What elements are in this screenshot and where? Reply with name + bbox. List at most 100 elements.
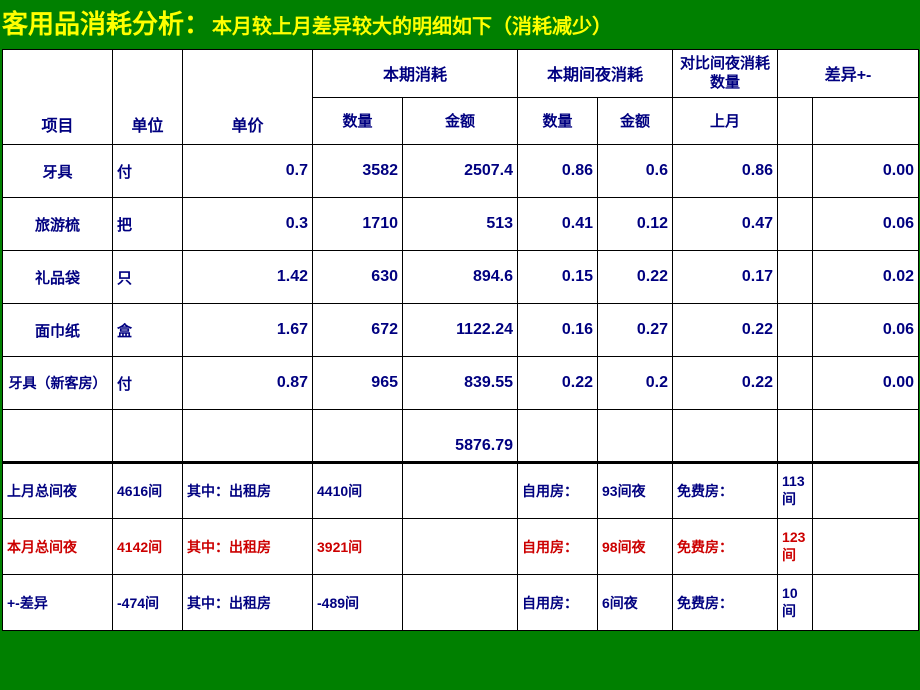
hdr-night-consume: 本期间夜消耗 bbox=[518, 50, 673, 98]
cell-namt: 0.22 bbox=[598, 251, 673, 304]
summary-row: 上月总间夜4616间其中：出租房4410间自用房：93间夜免费房：113间 bbox=[3, 463, 919, 519]
cell-item: 牙具（新客房） bbox=[3, 357, 113, 410]
sum-l3: 自用房： bbox=[518, 575, 598, 631]
sum-l2: 其中：出租房 bbox=[183, 463, 313, 519]
cell-unit: 付 bbox=[113, 357, 183, 410]
cell-blank bbox=[778, 251, 813, 304]
cell bbox=[518, 410, 598, 463]
cell-last: 0.17 bbox=[673, 251, 778, 304]
sum-blank bbox=[403, 519, 518, 575]
sum-blank2 bbox=[813, 575, 919, 631]
cell-last: 0.22 bbox=[673, 357, 778, 410]
cell-item: 礼品袋 bbox=[3, 251, 113, 304]
sum-v3: 98间夜 bbox=[598, 519, 673, 575]
hdr-qty2: 数量 bbox=[518, 97, 598, 145]
hdr-last: 上月 bbox=[673, 97, 778, 145]
sum-l3: 自用房： bbox=[518, 463, 598, 519]
cell-diff: 0.02 bbox=[813, 251, 919, 304]
sum-blank bbox=[403, 463, 518, 519]
cell-amount: 894.6 bbox=[403, 251, 518, 304]
cell-unit: 付 bbox=[113, 145, 183, 198]
sum-l4: 免费房： bbox=[673, 575, 778, 631]
cell-qty: 1710 bbox=[313, 198, 403, 251]
cell-namt: 0.27 bbox=[598, 304, 673, 357]
cell-blank bbox=[778, 357, 813, 410]
summary-row: +-差异-474间其中：出租房-489间自用房：6间夜免费房：10间 bbox=[3, 575, 919, 631]
sum-blank2 bbox=[813, 519, 919, 575]
table-row: 牙具（新客房）付0.87965839.550.220.20.220.00 bbox=[3, 357, 919, 410]
cell-item: 牙具 bbox=[3, 145, 113, 198]
hdr-blank1 bbox=[778, 97, 813, 145]
sum-v1: 4616间 bbox=[113, 463, 183, 519]
cell bbox=[778, 410, 813, 463]
title-bar: 客用品消耗分析：本月较上月差异较大的明细如下（消耗减少） bbox=[0, 0, 920, 49]
cell-blank bbox=[778, 145, 813, 198]
cell-price: 1.67 bbox=[183, 304, 313, 357]
sum-label: 上月总间夜 bbox=[3, 463, 113, 519]
sum-v2: -489间 bbox=[313, 575, 403, 631]
cell-price: 1.42 bbox=[183, 251, 313, 304]
cell-qty: 630 bbox=[313, 251, 403, 304]
table-row: 面巾纸盒1.676721122.240.160.270.220.06 bbox=[3, 304, 919, 357]
hdr-item: 项目 bbox=[3, 50, 113, 145]
consumption-table: 项目 单位 单价 本期消耗 本期间夜消耗 对比间夜消耗数量 差异+- 数量 金额… bbox=[2, 49, 919, 631]
cell-price: 0.87 bbox=[183, 357, 313, 410]
cell-qty: 3582 bbox=[313, 145, 403, 198]
sum-label: +-差异 bbox=[3, 575, 113, 631]
hdr-qty1: 数量 bbox=[313, 97, 403, 145]
cell-nqty: 0.22 bbox=[518, 357, 598, 410]
header-row-1: 项目 单位 单价 本期消耗 本期间夜消耗 对比间夜消耗数量 差异+- bbox=[3, 50, 919, 98]
cell-unit: 盒 bbox=[113, 304, 183, 357]
table-row: 旅游梳把0.317105130.410.120.47 0.06 bbox=[3, 198, 919, 251]
cell-qty: 965 bbox=[313, 357, 403, 410]
hdr-blank2 bbox=[813, 97, 919, 145]
sum-l3: 自用房： bbox=[518, 519, 598, 575]
cell-diff: 0.00 bbox=[813, 357, 919, 410]
cell-nqty: 0.16 bbox=[518, 304, 598, 357]
hdr-unit: 单位 bbox=[113, 50, 183, 145]
hdr-current-consume: 本期消耗 bbox=[313, 50, 518, 98]
cell-unit: 把 bbox=[113, 198, 183, 251]
hdr-compare-night: 对比间夜消耗数量 bbox=[673, 50, 778, 98]
cell-nqty: 0.41 bbox=[518, 198, 598, 251]
sum-blank2 bbox=[813, 463, 919, 519]
sum-l4: 免费房： bbox=[673, 519, 778, 575]
sum-v2: 4410间 bbox=[313, 463, 403, 519]
hdr-amt1: 金额 bbox=[403, 97, 518, 145]
cell-unit: 只 bbox=[113, 251, 183, 304]
cell bbox=[673, 410, 778, 463]
sum-v4: 123间 bbox=[778, 519, 813, 575]
title-sub: 本月较上月差异较大的明细如下（消耗减少） bbox=[212, 16, 612, 38]
cell bbox=[313, 410, 403, 463]
cell-price: 0.3 bbox=[183, 198, 313, 251]
hdr-amt2: 金额 bbox=[598, 97, 673, 145]
table-row: 礼品袋只1.42630894.60.150.220.170.02 bbox=[3, 251, 919, 304]
cell-namt: 0.12 bbox=[598, 198, 673, 251]
hdr-price: 单价 bbox=[183, 50, 313, 145]
cell-last: 0.22 bbox=[673, 304, 778, 357]
cell bbox=[113, 410, 183, 463]
cell bbox=[3, 410, 113, 463]
sum-blank bbox=[403, 575, 518, 631]
cell bbox=[598, 410, 673, 463]
cell-item: 面巾纸 bbox=[3, 304, 113, 357]
sum-l2: 其中：出租房 bbox=[183, 519, 313, 575]
cell-blank bbox=[778, 304, 813, 357]
summary-row: 本月总间夜4142间其中：出租房3921间自用房：98间夜免费房：123间 bbox=[3, 519, 919, 575]
sum-label: 本月总间夜 bbox=[3, 519, 113, 575]
sum-v3: 93间夜 bbox=[598, 463, 673, 519]
cell bbox=[813, 410, 919, 463]
cell-nqty: 0.86 bbox=[518, 145, 598, 198]
cell-item: 旅游梳 bbox=[3, 198, 113, 251]
title-main: 客用品消耗分析： bbox=[2, 9, 210, 39]
cell-last: 0.47 bbox=[673, 198, 778, 251]
total-row: 5876.79 bbox=[3, 410, 919, 463]
sum-l2: 其中：出租房 bbox=[183, 575, 313, 631]
cell-amount: 2507.4 bbox=[403, 145, 518, 198]
sum-l4: 免费房： bbox=[673, 463, 778, 519]
cell-diff: 0.06 bbox=[813, 198, 919, 251]
cell-blank bbox=[778, 198, 813, 251]
sum-v3: 6间夜 bbox=[598, 575, 673, 631]
cell-amount: 513 bbox=[403, 198, 518, 251]
sum-v2: 3921间 bbox=[313, 519, 403, 575]
